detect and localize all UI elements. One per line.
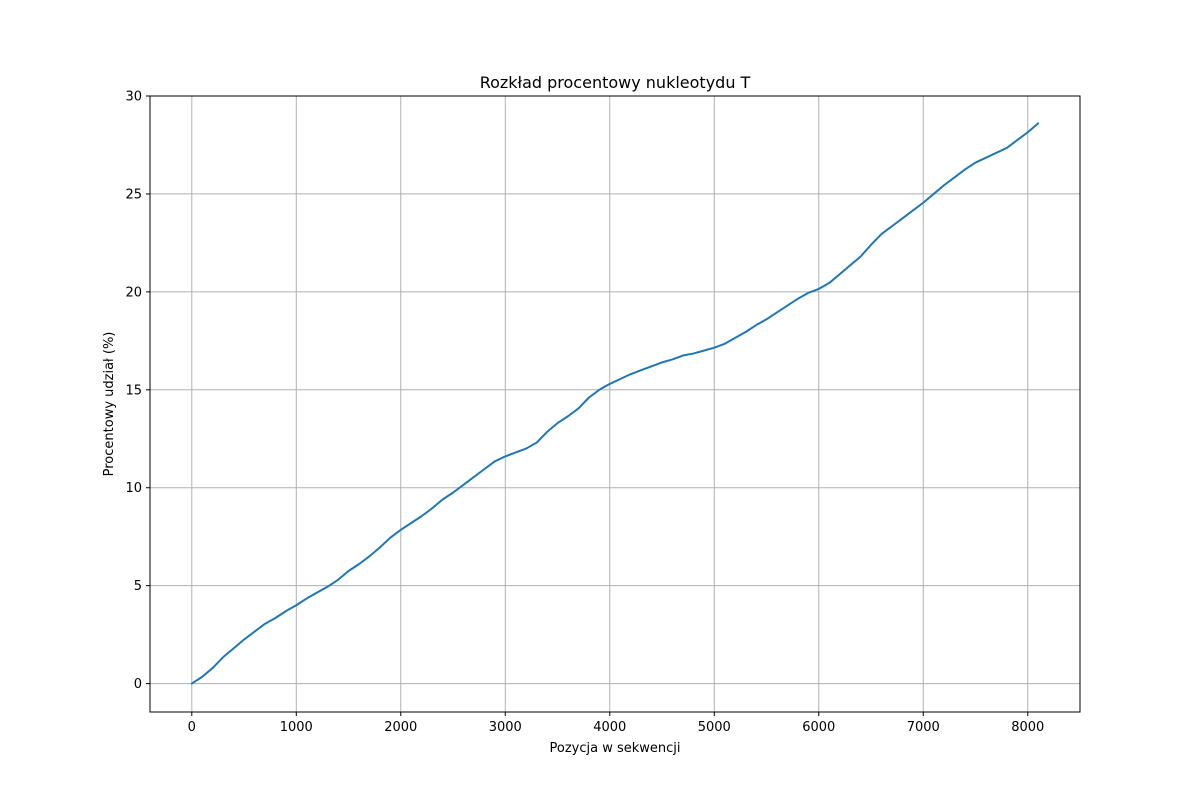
y-tick-label: 10 bbox=[125, 481, 142, 496]
series-layer bbox=[190, 122, 1040, 685]
x-tick-label: 4000 bbox=[593, 720, 626, 735]
y-axis-label: Procentowy udział (%) bbox=[102, 332, 117, 477]
x-tick-label: 3000 bbox=[489, 720, 522, 735]
y-tick-label: 25 bbox=[125, 187, 142, 202]
y-tick-label: 15 bbox=[125, 383, 142, 398]
chart-title: Rozkład procentowy nukleotydu T bbox=[480, 73, 751, 92]
series-line bbox=[190, 122, 1040, 685]
x-tick-label: 5000 bbox=[698, 720, 731, 735]
y-tick-label: 5 bbox=[134, 579, 142, 594]
x-tick-label: 0 bbox=[188, 720, 196, 735]
y-tick-label: 0 bbox=[134, 677, 142, 692]
x-tick-label: 6000 bbox=[802, 720, 835, 735]
y-tick-label: 30 bbox=[125, 90, 142, 105]
x-tick-label: 1000 bbox=[280, 720, 313, 735]
grid-lines bbox=[150, 95, 1080, 712]
x-tick-label: 8000 bbox=[1011, 720, 1044, 735]
x-tick-label: 2000 bbox=[384, 720, 417, 735]
plot-frame bbox=[149, 95, 1081, 713]
axis-ticks: 0 1000 2000 3000 4000 5000 6000 7000 8000 0 5 10 15 2… bbox=[125, 90, 1044, 736]
x-axis-label: Pozycja w sekwencji bbox=[549, 741, 680, 756]
y-tick-label: 20 bbox=[125, 285, 142, 300]
x-tick-label: 7000 bbox=[907, 720, 940, 735]
